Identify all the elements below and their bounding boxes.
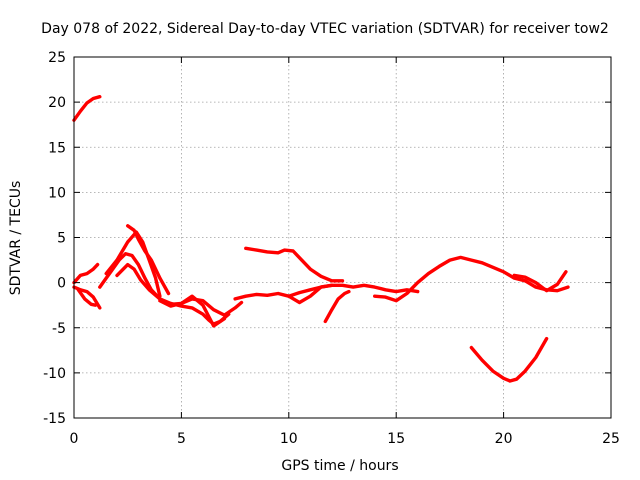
series-arc-9 — [158, 294, 227, 328]
y-tick-label: 10 — [48, 185, 66, 201]
x-tick-label: 15 — [387, 431, 405, 447]
series-arc-6 — [104, 230, 162, 298]
series-arc-8 — [125, 224, 171, 296]
series-arc-14 — [373, 255, 570, 303]
y-tick-label: 15 — [48, 140, 66, 156]
series-arc-7 — [115, 262, 244, 317]
y-tick-label: 0 — [57, 276, 66, 292]
x-tick-label: 10 — [280, 431, 298, 447]
y-tick-label: 20 — [48, 95, 66, 111]
series-arc-10 — [233, 283, 334, 301]
series-arc-15 — [512, 270, 568, 293]
y-tick-label: -15 — [43, 411, 66, 427]
y-tick-label: -10 — [43, 366, 66, 382]
x-tick-label: 25 — [602, 431, 620, 447]
x-tick-label: 0 — [70, 431, 79, 447]
x-tick-labels: 0 5 10 15 20 25 — [70, 431, 620, 447]
series-arc-2 — [72, 262, 100, 285]
y-tick-label: 5 — [57, 231, 66, 247]
data-traces — [72, 94, 570, 383]
series-arc-4 — [76, 288, 98, 307]
series-arc-12 — [287, 283, 420, 305]
series-arc-16 — [469, 336, 549, 383]
y-tick-label: 25 — [48, 50, 66, 66]
x-axis-label: GPS time / hours — [281, 458, 398, 474]
series-arc-1 — [72, 94, 102, 122]
x-tick-label: 20 — [495, 431, 513, 447]
y-tick-label: -5 — [52, 321, 66, 337]
chart-title: Day 078 of 2022, Sidereal Day-to-day VTE… — [41, 21, 609, 37]
axis-ticks — [73, 56, 612, 419]
y-tick-labels: -15 -10 -5 0 5 10 15 20 25 — [43, 50, 66, 427]
x-tick-label: 5 — [177, 431, 186, 447]
y-axis-label: SDTVAR / TECUs — [8, 181, 24, 296]
series-arc-11 — [244, 246, 345, 283]
series-arc-13 — [323, 289, 351, 324]
